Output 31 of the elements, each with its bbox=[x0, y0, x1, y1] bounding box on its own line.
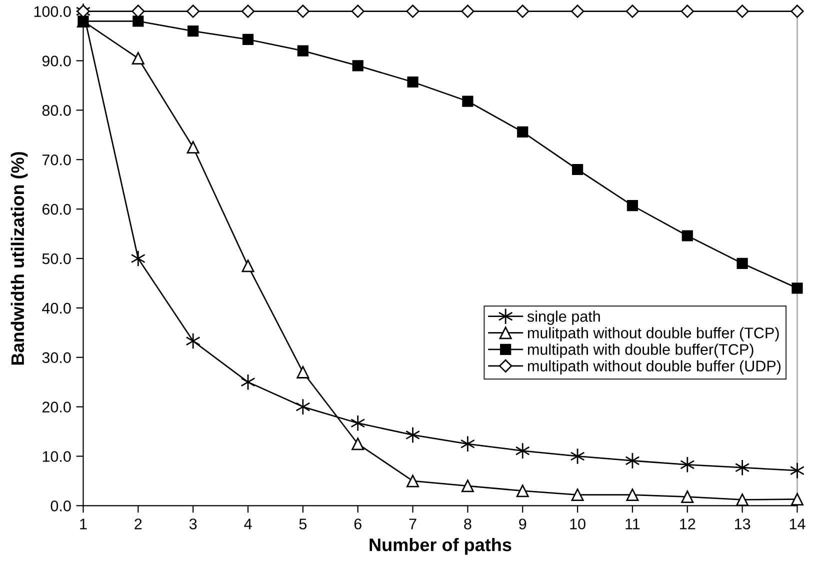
y-tick-label: 50.0 bbox=[42, 253, 71, 264]
x-tick-label: 12 bbox=[680, 518, 696, 530]
x-tick-label: 9 bbox=[519, 518, 526, 530]
x-tick-label: 8 bbox=[464, 518, 472, 530]
y-tick-label: 70.0 bbox=[42, 154, 71, 166]
x-tick-label: 6 bbox=[354, 518, 362, 530]
legend-label: mulitpath without double buffer (TCP) bbox=[528, 327, 779, 342]
x-tick-label: 13 bbox=[734, 518, 750, 530]
legend-label: multipath without double buffer (UDP) bbox=[528, 360, 781, 374]
x-tick-label: 7 bbox=[409, 518, 416, 530]
y-tick-label: 60.0 bbox=[42, 204, 71, 215]
legend-label: multipath with double buffer(TCP) bbox=[528, 344, 754, 358]
y-tick-label: 20.0 bbox=[42, 402, 71, 412]
y-tick-label: 40.0 bbox=[42, 302, 71, 314]
x-tick-label: 4 bbox=[244, 518, 252, 530]
x-tick-label: 10 bbox=[570, 518, 586, 530]
y-tick-label: 80.0 bbox=[42, 105, 71, 116]
x-tick-label: 14 bbox=[790, 518, 806, 530]
x-tick-label: 5 bbox=[299, 518, 307, 530]
x-tick-label: 3 bbox=[189, 518, 197, 530]
x-axis-title: Number of paths bbox=[370, 538, 512, 555]
y-tick-label: 0.0 bbox=[50, 500, 71, 512]
y-tick-label: 90.0 bbox=[42, 56, 71, 66]
y-tick-label: 10.0 bbox=[42, 451, 71, 462]
y-axis-title: Bandwidth utilization (%) bbox=[10, 152, 28, 365]
y-tick-label: 30.0 bbox=[42, 352, 71, 364]
y-tick-label: 100.0 bbox=[34, 6, 71, 17]
x-tick-label: 1 bbox=[80, 518, 87, 530]
x-tick-label: 11 bbox=[626, 518, 640, 530]
x-tick-label: 2 bbox=[134, 518, 142, 530]
legend-label: single path bbox=[527, 310, 600, 325]
